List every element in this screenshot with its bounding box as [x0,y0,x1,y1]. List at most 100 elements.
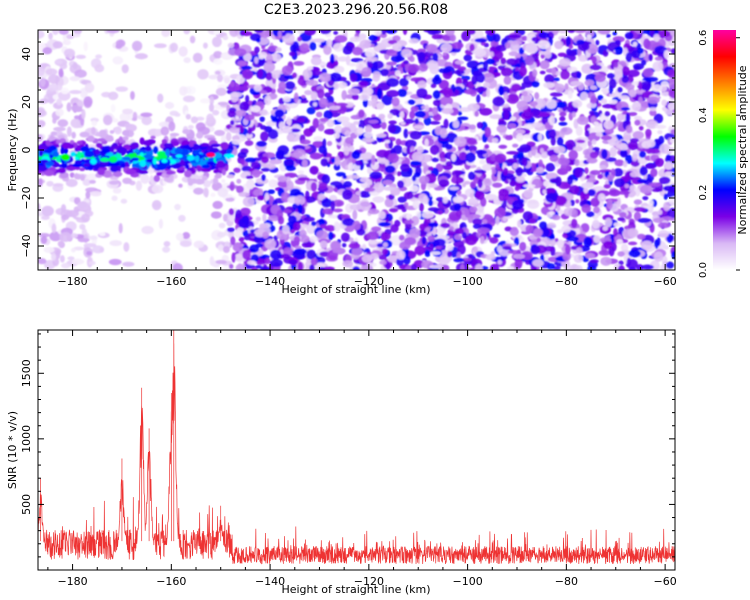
spectrogram-cell [254,46,260,54]
spectrogram-cell [364,187,375,192]
spectrogram-cell [365,124,373,134]
spectrogram-cell [645,163,656,169]
spectrogram-cell [211,181,223,191]
spectrogram-cell [593,234,601,244]
spectrogram-cell [77,238,90,243]
spectrogram-cell [234,109,247,117]
spectrogram-cell [208,74,219,80]
spectrogram-cell [474,263,483,270]
spectrogram-cell [61,262,71,269]
spectrogram-cell [462,78,468,83]
spectrogram-cell [392,43,402,51]
spectrogram-cell [588,145,594,153]
spectrogram-cell [424,138,429,147]
spectrogram-cell [260,131,269,142]
spectrogram-cell [410,106,419,113]
spectrogram-cell [69,90,82,95]
snr-background [38,330,675,570]
spectrogram-cell [566,236,579,242]
spectrogram-cell [500,57,507,65]
spectrogram-cell [184,170,192,178]
spectrogram-cell [262,231,269,239]
spectrogram-cell [643,38,651,49]
spectrogram-cell [366,167,372,175]
spectrogram-cell [438,179,450,187]
spectrogram-cell [595,39,600,46]
spectrogram-cell [613,62,619,68]
spectrogram-cell [52,161,60,168]
spectrogram-cell [450,41,464,50]
spectrogram-cell [668,88,675,99]
spectrogram-y-axis-label: Frequency (Hz) [6,109,19,192]
spectrogram-cell [359,177,370,183]
spectrogram-cell [439,157,447,163]
spectrogram-cell [57,240,65,247]
spectrogram-cell [144,145,152,152]
spectrogram-cell [489,237,499,244]
spectrogram-cell [334,223,341,232]
spectrogram-cell [108,155,118,163]
spectrogram-cell [382,179,393,186]
x-tick-label: −120 [354,275,384,288]
spectrogram-cell [201,164,211,169]
spectrogram-cell [235,124,242,129]
spectrogram-cell [625,112,631,123]
spectrogram-cell [209,95,215,105]
spectrogram-cell [437,137,449,142]
spectrogram-cell [381,248,388,255]
spectrogram-cell [424,104,430,112]
spectrogram-cell [592,147,600,151]
spectrogram-cell [319,72,332,83]
spectrogram-cell [230,119,235,126]
spectrogram-cell [226,149,233,154]
spectrogram-cell [371,154,376,166]
spectrogram-cell [303,71,310,81]
spectrogram-cell [216,160,225,169]
spectrogram-cell [492,33,501,43]
spectrogram-cell [641,240,653,251]
spectrogram-cell [223,153,235,158]
spectrogram-cell [449,34,456,42]
spectrogram-cell [367,100,373,107]
spectrogram-cell [474,110,479,117]
spectrogram-cell [521,81,533,88]
spectrogram-cell [400,121,406,126]
spectrogram-cell [544,51,552,59]
spectrogram-cell [668,234,675,242]
spectrogram-cell [166,170,175,175]
spectrogram-cell [236,178,242,184]
spectrogram-cell [441,108,454,115]
spectrogram-cell [667,102,675,111]
spectrogram-cell [455,209,462,218]
spectrogram-cell [635,264,644,270]
spectrogram-cell [230,236,236,246]
spectrogram-cell [431,76,442,85]
spectrogram-cell [389,207,399,213]
spectrogram-cell [221,178,226,183]
spectrogram-cell [52,117,57,124]
spectrogram-cell [417,48,427,54]
spectrogram-cell [395,55,405,62]
spectrogram-cell [59,231,72,243]
spectrogram-cell [60,204,67,213]
spectrogram-cell [469,206,478,213]
spectrogram-cell [238,236,245,242]
spectrogram-cell [156,171,163,176]
spectrogram-cell [608,137,619,147]
spectrogram-cell [86,250,92,256]
y-tick-label: 20 [20,95,33,109]
spectrogram-cell [627,241,638,246]
spectrogram-cell [522,211,534,221]
spectrogram-cell [449,186,460,191]
spectrogram-cell [372,196,385,203]
spectrogram-cell [157,93,164,103]
spectrogram-cell [179,240,192,247]
spectrogram-cell [326,39,333,47]
spectrogram-cell [40,171,46,176]
spectrogram-cell [328,105,341,111]
spectrogram-cell [406,213,411,221]
spectrogram-cell [317,88,325,99]
spectrogram-cell [237,151,247,159]
spectrogram-cell [446,251,452,258]
spectrogram-cell [402,30,408,36]
